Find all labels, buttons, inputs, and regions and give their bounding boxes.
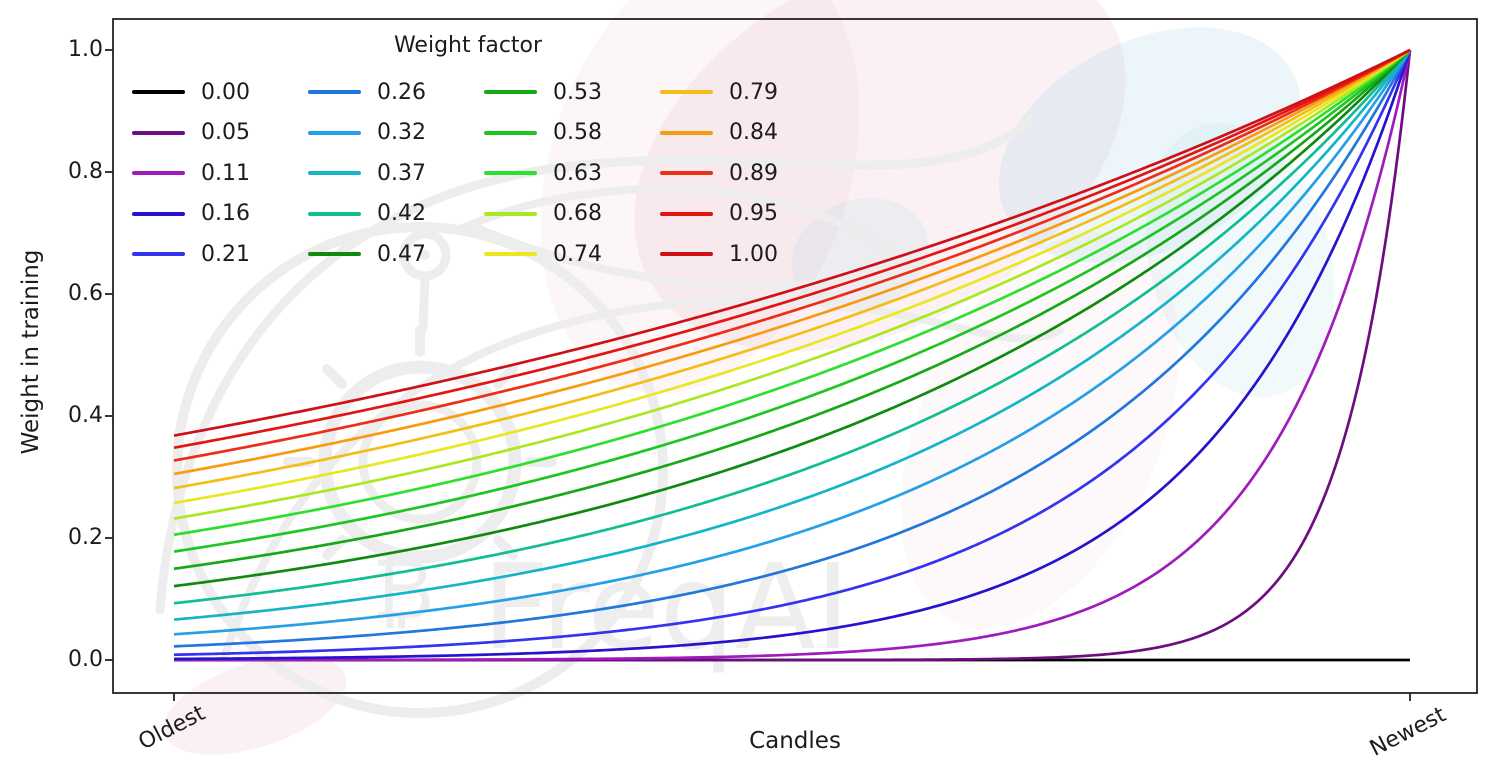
legend-label: 0.79 — [729, 79, 778, 105]
legend-swatch-icon — [132, 90, 185, 95]
legend-item: 0.37 — [308, 153, 484, 194]
legend-swatch-icon — [132, 252, 185, 257]
legend-item: 0.89 — [660, 153, 836, 194]
legend-label: 0.42 — [377, 201, 426, 227]
legend-label: 0.95 — [729, 201, 778, 227]
curve-1.00 — [173, 48, 1411, 437]
curve-0.21 — [173, 49, 1412, 657]
watermark-logo: ₿ — [155, 115, 1064, 718]
legend-grid: 0.00 0.05 0.11 0.16 0.21 0.26 0.32 0.37 0.42 0.47… — [132, 72, 804, 275]
legend-item: 0.00 — [132, 72, 308, 113]
legend-item: 0.16 — [132, 194, 308, 235]
legend-label: 0.32 — [377, 120, 426, 146]
legend-item: 0.58 — [484, 113, 660, 154]
curve-0.58 — [173, 48, 1411, 553]
legend-swatch-icon — [660, 211, 713, 216]
legend-label: 0.58 — [553, 120, 602, 146]
curve-0.53 — [173, 49, 1411, 571]
curve-0.26 — [173, 49, 1412, 648]
legend-label: 0.84 — [729, 120, 778, 146]
legend-swatch-icon — [660, 130, 713, 135]
y-tick-label: 0.6 — [68, 281, 103, 306]
legend-label: 0.05 — [201, 120, 250, 146]
legend-swatch-icon — [308, 130, 361, 135]
legend-swatch-icon — [308, 211, 361, 216]
legend-title: Weight factor — [393, 33, 543, 58]
curve-0.47 — [173, 49, 1411, 588]
legend-label: 0.21 — [201, 241, 250, 267]
legend-swatch-icon — [660, 171, 713, 176]
legend-label: 0.37 — [377, 160, 426, 186]
curve-0.79 — [173, 48, 1411, 490]
curve-0.11 — [174, 49, 1412, 662]
legend-swatch-icon — [484, 90, 537, 95]
y-tick-label: 0.2 — [68, 525, 103, 550]
legend-item: 0.95 — [660, 194, 836, 235]
legend: Weight factor 0.00 0.05 0.11 0.16 0.21 0.26 0.… — [132, 32, 804, 275]
legend-label: 1.00 — [729, 241, 778, 267]
legend-label: 0.74 — [553, 241, 602, 267]
legend-item: 0.42 — [308, 194, 484, 235]
watermark-tints — [163, 0, 1335, 755]
x-axis-label: Candles — [749, 728, 841, 754]
legend-swatch-icon — [132, 171, 185, 176]
legend-swatch-icon — [132, 211, 185, 216]
legend-swatch-icon — [308, 171, 361, 176]
legend-swatch-icon — [660, 252, 713, 257]
curve-series-group — [173, 48, 1412, 662]
curve-0.89 — [173, 48, 1411, 462]
legend-item: 0.26 — [308, 72, 484, 113]
curve-0.95 — [173, 48, 1411, 450]
legend-item: 0.53 — [484, 72, 660, 113]
legend-label: 0.11 — [201, 160, 250, 186]
legend-item: 0.21 — [132, 234, 308, 275]
plot-border — [112, 18, 1478, 694]
legend-swatch-icon — [132, 130, 185, 135]
y-tick-label: 1.0 — [68, 37, 103, 62]
legend-label: 0.53 — [553, 79, 602, 105]
tick-marks — [105, 49, 1411, 701]
legend-swatch-icon — [484, 252, 537, 257]
legend-item: 0.68 — [484, 194, 660, 235]
legend-item: 0.63 — [484, 153, 660, 194]
legend-item: 0.32 — [308, 113, 484, 154]
curve-0.16 — [173, 49, 1412, 661]
legend-label: 0.89 — [729, 160, 778, 186]
legend-label: 0.63 — [553, 160, 602, 186]
legend-swatch-icon — [484, 171, 537, 176]
legend-label: 0.16 — [201, 201, 250, 227]
legend-item: 1.00 — [660, 234, 836, 275]
curve-0.68 — [173, 48, 1411, 520]
curve-0.42 — [173, 49, 1412, 605]
curve-0.74 — [173, 48, 1411, 505]
legend-label: 0.00 — [201, 79, 250, 105]
curve-0.32 — [173, 49, 1412, 636]
legend-item: 0.11 — [132, 153, 308, 194]
legend-item: 0.84 — [660, 113, 836, 154]
legend-item: 0.74 — [484, 234, 660, 275]
y-tick-label: 0.0 — [68, 647, 103, 672]
legend-item: 0.47 — [308, 234, 484, 275]
y-axis-label: Weight in training — [18, 249, 44, 455]
y-tick-label: 0.4 — [68, 403, 103, 428]
curve-0.84 — [173, 48, 1411, 476]
legend-swatch-icon — [660, 90, 713, 95]
legend-swatch-icon — [484, 130, 537, 135]
legend-swatch-icon — [308, 252, 361, 257]
curve-0.63 — [173, 48, 1411, 537]
curve-0.37 — [173, 49, 1412, 621]
legend-label: 0.26 — [377, 79, 426, 105]
legend-swatch-icon — [308, 90, 361, 95]
y-tick-label: 0.8 — [68, 159, 103, 184]
legend-swatch-icon — [484, 211, 537, 216]
legend-item: 0.05 — [132, 113, 308, 154]
legend-label: 0.68 — [553, 201, 602, 227]
legend-item: 0.79 — [660, 72, 836, 113]
legend-label: 0.47 — [377, 241, 426, 267]
